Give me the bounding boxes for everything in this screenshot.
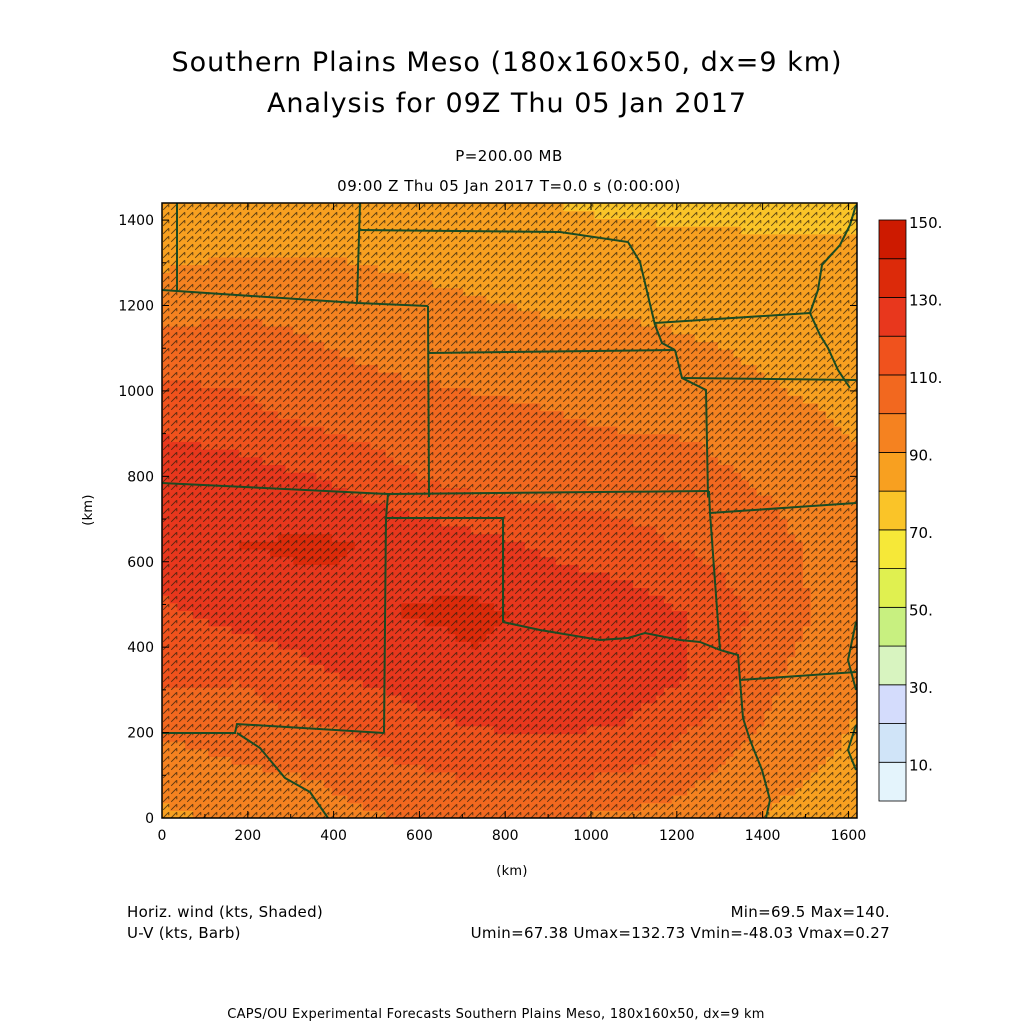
pressure-level-label: P=200.00 MB: [455, 147, 563, 165]
plot-area: [162, 203, 857, 818]
chart-title: Southern Plains Meso (180x160x50, dx=9 k…: [171, 47, 842, 78]
valid-time-label: 09:00 Z Thu 05 Jan 2017 T=0.0 s (0:00:00…: [337, 177, 681, 195]
chart-subtitle: Analysis for 09Z Thu 05 Jan 2017: [267, 88, 747, 119]
